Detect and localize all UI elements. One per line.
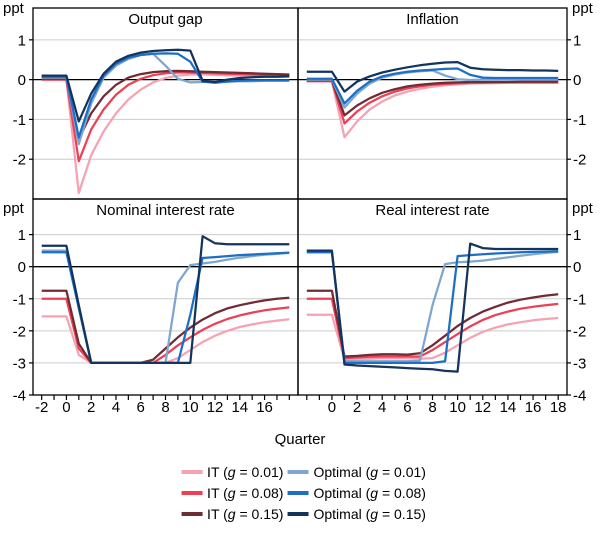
series-opt_001 bbox=[306, 250, 559, 363]
x-tick-label: 10 bbox=[182, 399, 199, 416]
y-tick-label: -1 bbox=[13, 112, 26, 129]
y-tick-label: 1 bbox=[573, 227, 581, 244]
legend-swatch-it_001 bbox=[181, 469, 203, 475]
legend-label: Optimal (g = 0.08) bbox=[313, 485, 426, 501]
y-tick-label: -4 bbox=[573, 388, 586, 405]
panel-title-inflation: Inflation bbox=[406, 11, 459, 28]
x-tick-label: 6 bbox=[403, 399, 411, 416]
legend-swatch-opt_015 bbox=[287, 511, 309, 517]
legend-swatch-opt_001 bbox=[287, 469, 309, 475]
legend-label: IT (g = 0.15) bbox=[207, 506, 284, 522]
y-tick-label: 0 bbox=[573, 259, 581, 276]
unit-label-top-right: ppt bbox=[572, 0, 593, 17]
unit-label-mid-right: ppt bbox=[572, 200, 593, 217]
x-tick-label: 8 bbox=[161, 399, 169, 416]
legend-label: IT (g = 0.08) bbox=[207, 485, 284, 501]
x-tick-label: 18 bbox=[550, 399, 567, 416]
x-tick-label: -2 bbox=[35, 399, 48, 416]
series-opt_015 bbox=[41, 235, 290, 365]
panel-border bbox=[32, 198, 299, 396]
series-opt_015 bbox=[41, 48, 290, 123]
x-tick-label: 2 bbox=[353, 399, 361, 416]
y-tick-label: -2 bbox=[573, 152, 586, 169]
panel-border bbox=[297, 198, 568, 396]
x-tick-label: 12 bbox=[474, 399, 491, 416]
legend-item: Optimal (g = 0.08) bbox=[287, 485, 426, 501]
legend-item: IT (g = 0.08) bbox=[181, 485, 283, 501]
y-tick-label: 1 bbox=[18, 32, 26, 49]
legend-label: IT (g = 0.01) bbox=[207, 464, 284, 480]
y-tick-label: -2 bbox=[13, 152, 26, 169]
series-it_015 bbox=[306, 289, 559, 358]
y-tick-label: -3 bbox=[573, 355, 586, 372]
legend-label: Optimal (g = 0.15) bbox=[313, 506, 426, 522]
x-tick-label: 16 bbox=[256, 399, 273, 416]
y-tick-label: -3 bbox=[13, 355, 26, 372]
y-tick-label: -1 bbox=[13, 291, 26, 308]
x-tick-label: 0 bbox=[62, 399, 70, 416]
y-tick-label: -2 bbox=[573, 323, 586, 340]
legend-item: IT (g = 0.01) bbox=[181, 464, 283, 480]
panel-title-real-rate: Real interest rate bbox=[375, 202, 490, 219]
x-tick-label: 16 bbox=[525, 399, 542, 416]
legend-item: Optimal (g = 0.15) bbox=[287, 506, 426, 522]
x-tick-label: 0 bbox=[328, 399, 336, 416]
x-tick-label: 12 bbox=[207, 399, 224, 416]
x-tick-label: 8 bbox=[428, 399, 436, 416]
series-it_015 bbox=[41, 289, 290, 365]
y-tick-label: -4 bbox=[13, 388, 26, 405]
x-tick-label: 10 bbox=[449, 399, 466, 416]
x-tick-label: 4 bbox=[112, 399, 120, 416]
series-it_001 bbox=[306, 313, 559, 361]
y-tick-label: 0 bbox=[18, 259, 26, 276]
series-opt_015 bbox=[306, 60, 559, 93]
series-opt_008 bbox=[306, 250, 559, 365]
series-opt_015 bbox=[306, 242, 559, 373]
series-opt_008 bbox=[41, 52, 290, 139]
unit-label-top-left: ppt bbox=[3, 0, 24, 17]
y-tick-label: 0 bbox=[573, 72, 581, 89]
series-opt_008 bbox=[306, 67, 559, 105]
y-tick-label: 0 bbox=[18, 72, 26, 89]
x-axis-title: Quarter bbox=[274, 431, 326, 448]
series-opt_001 bbox=[41, 52, 290, 146]
legend-item: IT (g = 0.15) bbox=[181, 506, 283, 522]
y-tick-label: -2 bbox=[13, 323, 26, 340]
legend: IT (g = 0.01) Optimal (g = 0.01) IT (g = 0… bbox=[181, 464, 426, 522]
legend-swatch-it_015 bbox=[181, 511, 203, 517]
series-it_001 bbox=[41, 73, 290, 195]
legend-label: Optimal (g = 0.01) bbox=[313, 464, 426, 480]
x-tick-label: 2 bbox=[87, 399, 95, 416]
legend-swatch-it_008 bbox=[181, 490, 203, 496]
legend-swatch-opt_008 bbox=[287, 490, 309, 496]
x-tick-label: 6 bbox=[137, 399, 145, 416]
series-it_008 bbox=[41, 71, 290, 163]
x-tick-label: 14 bbox=[231, 399, 248, 416]
series-it_008 bbox=[41, 297, 290, 365]
unit-label-mid-left: ppt bbox=[3, 200, 24, 217]
series-it_015 bbox=[306, 79, 559, 117]
y-tick-label: 1 bbox=[573, 32, 581, 49]
panel-title-nominal-rate: Nominal interest rate bbox=[96, 202, 235, 219]
series-it_008 bbox=[306, 297, 559, 360]
y-tick-label: -1 bbox=[573, 112, 586, 129]
x-tick-label: 14 bbox=[500, 399, 517, 416]
y-tick-label: -1 bbox=[573, 291, 586, 308]
legend-item: Optimal (g = 0.01) bbox=[287, 464, 426, 480]
panel-title-output-gap: Output gap bbox=[128, 11, 203, 28]
x-tick-label: 4 bbox=[378, 399, 386, 416]
y-tick-label: 1 bbox=[18, 227, 26, 244]
